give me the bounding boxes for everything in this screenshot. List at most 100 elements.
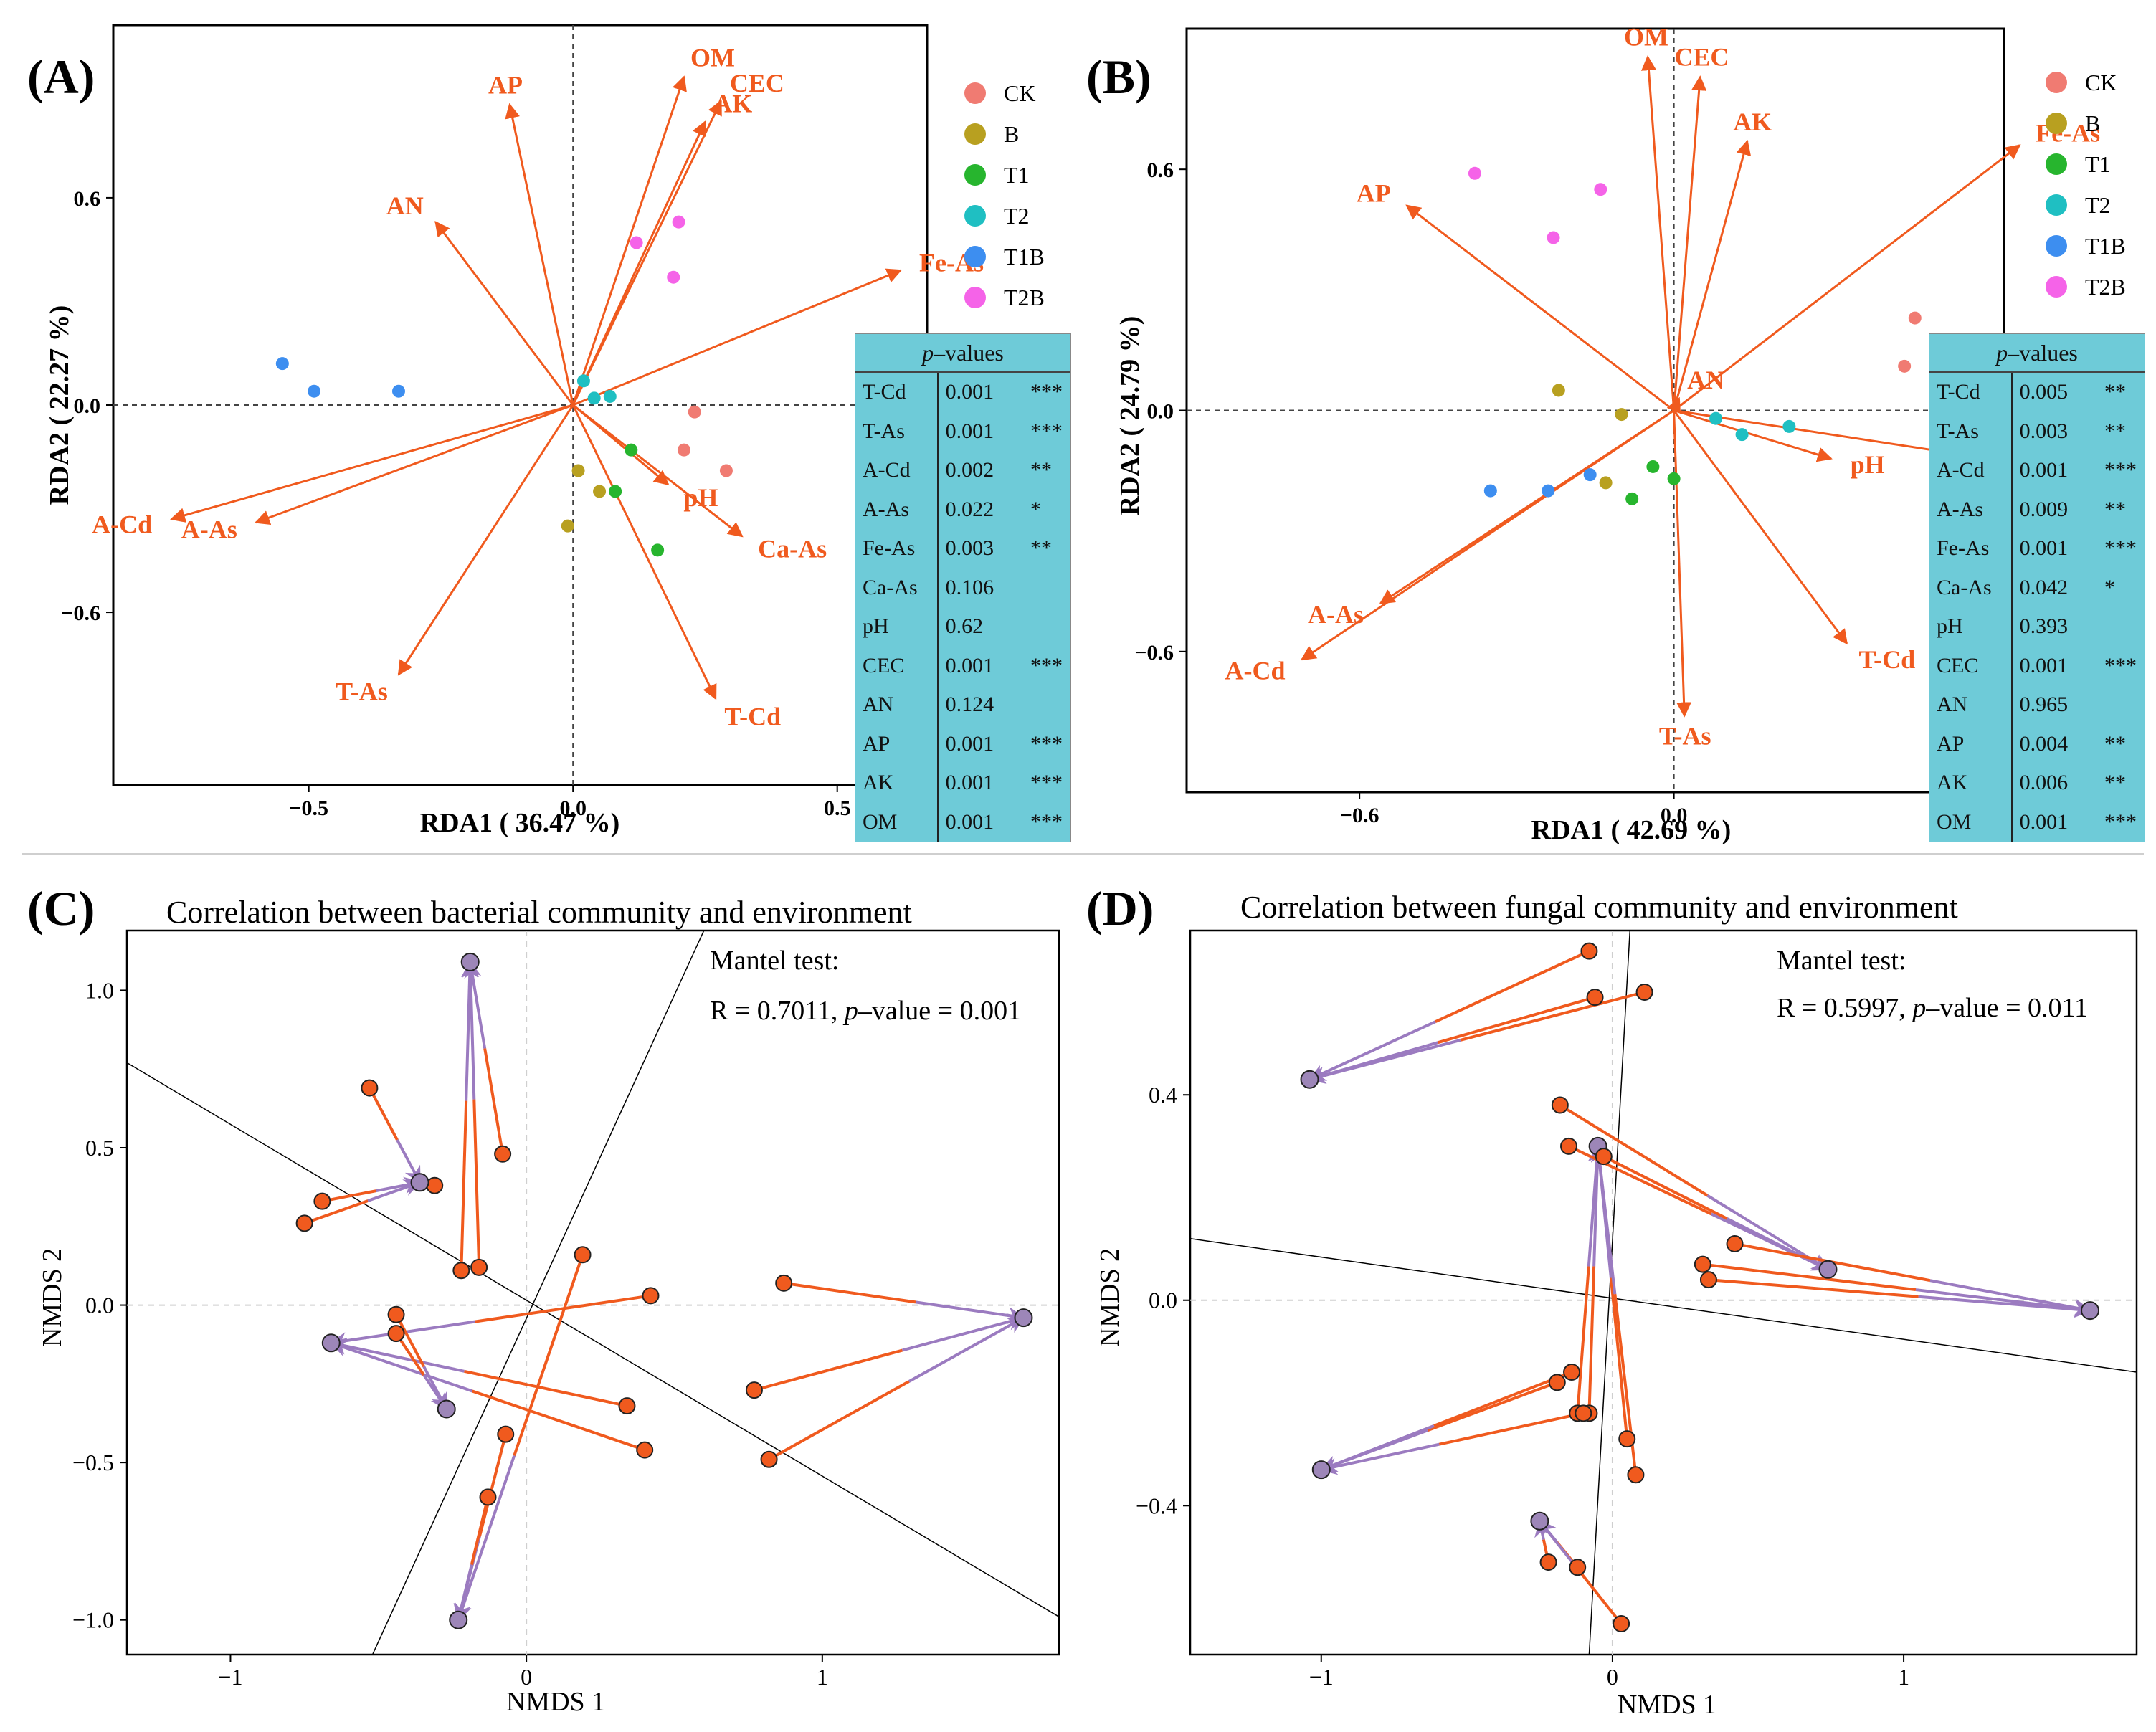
pvalue-value: 0.62 xyxy=(945,614,984,639)
sample-point xyxy=(642,1287,660,1305)
sample-point xyxy=(1694,1255,1711,1273)
pvalue-row: CEC 0.001 *** xyxy=(855,646,1070,685)
x-tick-label: −0.6 xyxy=(1340,804,1379,827)
pvalue-significance xyxy=(1023,685,1070,725)
sample-point xyxy=(1580,942,1598,960)
sample-point-ck xyxy=(1908,311,1922,325)
sample-point-t1b xyxy=(391,384,405,398)
sample-point-b xyxy=(1599,476,1613,490)
sample-point xyxy=(1551,1096,1569,1114)
legend-swatch-t2 xyxy=(2046,194,2067,216)
panel-b-ylabel: RDA2 ( 24.79 %) xyxy=(1115,316,1145,516)
sample-point-b xyxy=(571,464,585,477)
sample-point xyxy=(1726,1234,1744,1252)
pvalue-significance: *** xyxy=(1030,380,1063,404)
sample-point xyxy=(1575,1404,1592,1422)
sample-point xyxy=(636,1441,654,1459)
pvalue-value: 0.003 xyxy=(945,536,994,561)
arrow-label-t-as: T-As xyxy=(1659,721,1711,750)
procrustes-residual xyxy=(1602,1155,1728,1220)
arrow-label-a-cd: A-Cd xyxy=(1225,657,1285,685)
pvalue-value: 0.005 xyxy=(2019,380,2069,404)
pvalue-value: 0.001 xyxy=(945,731,994,756)
group-centroid-point xyxy=(460,952,480,971)
pvalue-table-a-header: p–values xyxy=(855,334,1070,373)
pvalue-significance: * xyxy=(1030,497,1041,521)
procrustes-axis-line xyxy=(127,1062,1059,1617)
pvalue-significance: ** xyxy=(2104,771,2126,795)
procrustes-residual xyxy=(513,1254,584,1457)
pvalue-row: A-Cd 0.001 *** xyxy=(1929,451,2144,490)
legend-label-ck: CK xyxy=(2085,70,2117,95)
pvalue-value: 0.001 xyxy=(2019,536,2069,561)
legend-swatch-t1b xyxy=(2046,235,2067,257)
pvalue-variable: A-Cd xyxy=(855,451,939,490)
x-tick-label: 0.0 xyxy=(559,796,587,820)
arrow-ak xyxy=(571,120,706,406)
panel-a: (A) −0.5 0.0 0.5−0.60.00.6OMCECAKAPANFe-As… xyxy=(27,24,984,838)
pvalue-value: 0.001 xyxy=(945,809,994,834)
pvalue-variable: CEC xyxy=(855,646,939,685)
arrow-label-a-as: A-As xyxy=(181,515,237,544)
arrow-label-ap: AP xyxy=(488,70,523,99)
pvalue-significance: ** xyxy=(2104,419,2126,443)
panel-b-tag: (B) xyxy=(1086,49,1151,104)
sample-point-t1b xyxy=(1542,484,1555,498)
sample-point xyxy=(1548,1374,1566,1391)
arrow-ph xyxy=(1673,409,1833,462)
arrow-label-an: AN xyxy=(386,191,424,220)
procrustes-residual xyxy=(464,1369,627,1408)
pvalue-significance: *** xyxy=(1030,731,1063,756)
procrustes-arrow xyxy=(1538,1519,1578,1569)
pvalue-variable: A-As xyxy=(1929,490,2013,529)
arrow-label-ap: AP xyxy=(1357,179,1391,208)
legend-label-b: B xyxy=(1004,121,1019,147)
arrow-cec xyxy=(1673,75,1707,411)
pvalue-variable: Ca-As xyxy=(1929,568,2013,607)
sample-point xyxy=(1563,1364,1581,1381)
sample-point-t1 xyxy=(1667,472,1681,485)
sample-point-ck xyxy=(677,443,690,457)
sample-point-t1b xyxy=(1483,484,1497,498)
panel-d: (D) Correlation between fungal community… xyxy=(1086,881,2138,1720)
procrustes-axis-line xyxy=(1190,1238,2137,1373)
arrow-ap xyxy=(505,103,574,406)
procrustes-residual xyxy=(1708,1278,1919,1298)
sample-point xyxy=(1586,989,1604,1007)
sample-point xyxy=(760,1450,778,1468)
sample-point-b xyxy=(593,485,607,498)
procrustes-arrow xyxy=(1918,1295,2092,1318)
pvalue-significance: ** xyxy=(2104,380,2126,404)
procrustes-residual xyxy=(1438,1412,1584,1446)
y-tick-label: 0.6 xyxy=(74,187,101,211)
procrustes-residual xyxy=(1460,991,1646,1042)
sample-point-t2 xyxy=(576,374,590,388)
y-tick-label: 0.0 xyxy=(85,1293,114,1318)
pvalue-variable: AK xyxy=(1929,763,2013,803)
arrow-label-t-cd: T-Cd xyxy=(724,703,781,731)
y-tick-label: 0.0 xyxy=(74,394,101,418)
pvalue-variable: AP xyxy=(855,724,939,763)
arrow-label-om: OM xyxy=(1624,22,1668,51)
pvalue-row: T-Cd 0.005 ** xyxy=(1929,373,2144,412)
pvalue-row: CEC 0.001 *** xyxy=(1929,646,2144,685)
sample-point xyxy=(361,1079,379,1097)
arrow-om xyxy=(571,75,687,406)
legend-label-ck: CK xyxy=(1004,80,1035,106)
panel-c-frame xyxy=(125,929,1060,1656)
pvalue-table-a: p–values T-Cd 0.001 *** T-As 0.001 *** A-Cd 0.0… xyxy=(855,333,1071,842)
arrow-t-as xyxy=(397,404,574,676)
sample-point-t1 xyxy=(1625,492,1639,505)
pvalue-significance: ** xyxy=(1030,536,1052,561)
sample-point xyxy=(313,1192,331,1210)
panel-c-xlabel: NMDS 1 xyxy=(506,1687,605,1717)
legend-swatch-t2b xyxy=(2046,276,2067,298)
pvalue-variable: AK xyxy=(855,763,939,803)
pvalue-value: 0.124 xyxy=(945,693,994,717)
pvalue-significance: *** xyxy=(1030,653,1063,677)
arrow-label-om: OM xyxy=(690,44,735,72)
legend-b: CK B T1 T2 T1B T2B xyxy=(2046,70,2126,300)
panel-d-title: Correlation between fungal community and… xyxy=(1240,890,1958,925)
sample-point xyxy=(479,1488,497,1506)
